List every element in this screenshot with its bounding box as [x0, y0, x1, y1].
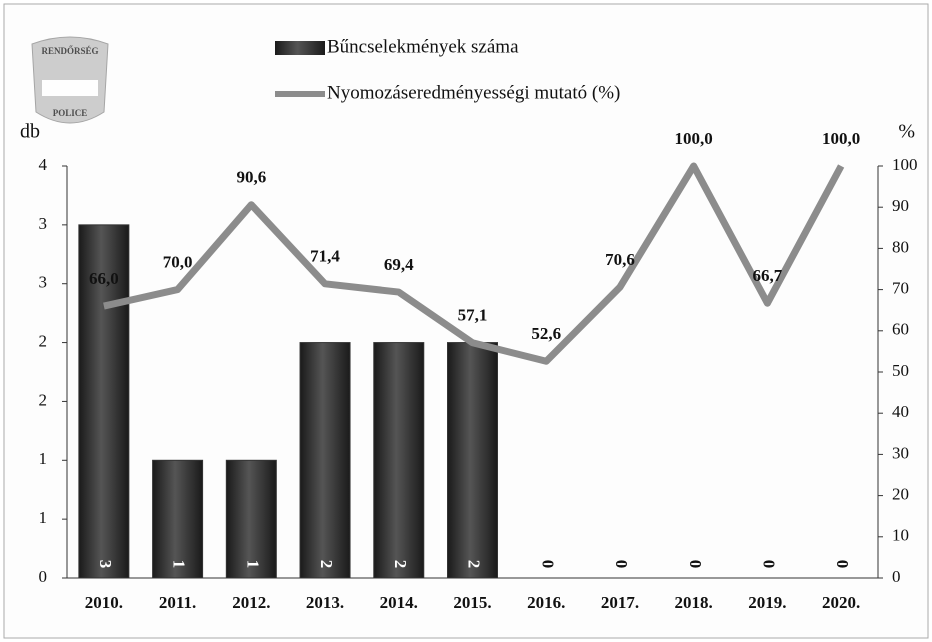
y2-tick-label: 60 — [892, 320, 909, 339]
y-tick-label: 1 — [39, 449, 48, 468]
x-tick-label: 2014. — [380, 593, 418, 612]
x-tick-label: 2017. — [601, 593, 639, 612]
bar-label-group: 0 — [833, 560, 852, 569]
bar-label-group: 0 — [612, 560, 631, 569]
x-tick-label: 2011. — [159, 593, 196, 612]
y2-tick-label: 90 — [892, 196, 909, 215]
line-value-label: 70,0 — [163, 253, 193, 272]
bar-value-label: 1 — [243, 560, 262, 569]
logo-top: RENDŐRSÉG — [41, 46, 98, 56]
y-tick-label: 4 — [39, 155, 48, 174]
bar-label-group: 1 — [243, 560, 262, 569]
bar-value-label: 1 — [170, 560, 189, 569]
x-tick-label: 2020. — [822, 593, 860, 612]
y2-tick-label: 30 — [892, 443, 909, 462]
bar — [373, 342, 425, 579]
x-tick-label: 2012. — [232, 593, 270, 612]
bar — [447, 342, 498, 579]
bar-label-group: 2 — [317, 560, 336, 569]
y-tick-label: 0 — [39, 567, 48, 586]
y2-tick-label: 0 — [892, 567, 901, 586]
bar — [78, 224, 130, 579]
y-tick-label: 2 — [39, 390, 48, 409]
bar-value-label: 0 — [686, 560, 705, 569]
y2-axis-label: % — [898, 121, 915, 143]
x-tick-label: 2018. — [675, 593, 713, 612]
line-value-label: 52,6 — [531, 324, 561, 343]
logo: RENDŐRSÉG POLICE — [31, 36, 109, 124]
bar-value-label: 0 — [612, 560, 631, 569]
x-tick-label: 2015. — [453, 593, 491, 612]
x-tick-label: 2019. — [748, 593, 786, 612]
bar-value-label: 0 — [760, 560, 779, 569]
y-axis-label: db — [20, 121, 40, 143]
line-value-label: 71,4 — [310, 247, 340, 266]
line-value-label: 90,6 — [236, 168, 266, 187]
y2-tick-label: 80 — [892, 237, 909, 256]
line-value-label: 70,6 — [605, 250, 635, 269]
x-tick-label: 2016. — [527, 593, 565, 612]
line-value-label: 100,0 — [822, 129, 860, 148]
legend-swatch — [275, 41, 325, 55]
y-tick-label: 1 — [39, 508, 48, 527]
bar-label-group: 2 — [465, 560, 484, 569]
y-tick-label: 2 — [39, 331, 48, 350]
bar — [225, 459, 277, 579]
bar-value-label: 2 — [465, 560, 484, 569]
y2-tick-label: 50 — [892, 361, 909, 380]
logo-bottom: POLICE — [53, 108, 88, 118]
legend-label: Nyomozáseredményességi mutató (%) — [327, 82, 620, 103]
line-value-label: 100,0 — [675, 129, 713, 148]
bar-value-label: 3 — [96, 560, 115, 569]
line-value-label: 69,4 — [384, 255, 414, 274]
bar — [152, 459, 204, 579]
y2-tick-label: 40 — [892, 402, 909, 421]
bar-label-group: 1 — [170, 560, 189, 569]
y2-tick-label: 20 — [892, 485, 909, 504]
bar-value-label: 2 — [317, 560, 336, 569]
x-tick-label: 2013. — [306, 593, 344, 612]
bar-value-label: 2 — [391, 560, 410, 569]
bar-value-label: 0 — [833, 560, 852, 569]
bar-label-group: 0 — [538, 560, 557, 569]
legend-label: Bűncselekmények száma — [327, 36, 519, 57]
bar — [299, 342, 351, 579]
x-tick-label: 2010. — [85, 593, 123, 612]
line — [103, 162, 845, 365]
y2-tick-label: 100 — [892, 155, 918, 174]
line-value-label: 66,7 — [753, 266, 783, 285]
bar-value-label: 0 — [538, 560, 557, 569]
y-tick-label: 3 — [39, 214, 48, 233]
bar-label-group: 3 — [96, 560, 115, 569]
line-value-label: 66,0 — [89, 269, 119, 288]
y-tick-label: 3 — [39, 273, 48, 292]
y2-tick-label: 10 — [892, 526, 909, 545]
bar-label-group: 2 — [391, 560, 410, 569]
bar-label-group: 0 — [686, 560, 705, 569]
bar-label-group: 0 — [760, 560, 779, 569]
y2-tick-label: 70 — [892, 279, 909, 298]
line-value-label: 57,1 — [458, 306, 488, 325]
